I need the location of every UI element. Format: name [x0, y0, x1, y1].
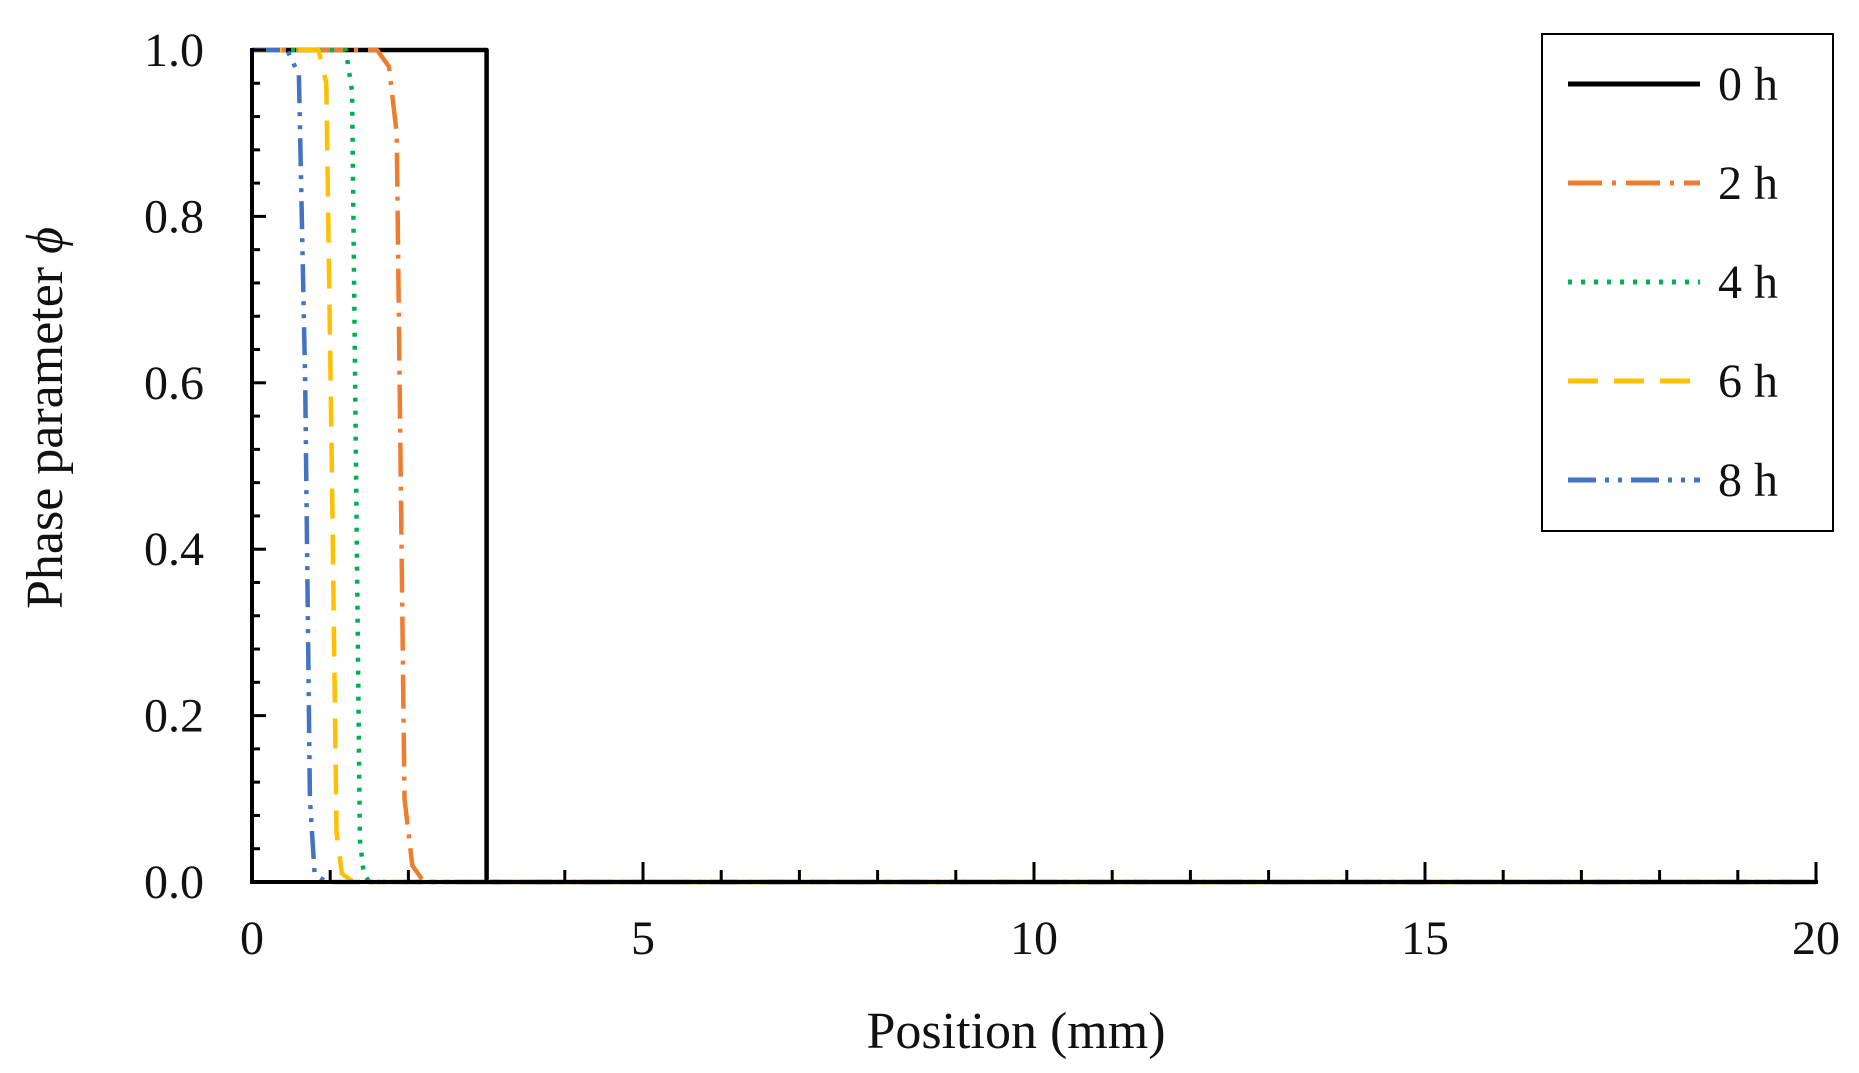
- series-line-4: [252, 47, 1816, 885]
- tick-labels: 0.0 0.2 0.4 0.6 0.8 1.0 0 5 10 15 20: [144, 24, 1840, 965]
- legend-label: 0 h: [1718, 58, 1778, 111]
- y-tick-label: 0.2: [144, 690, 204, 743]
- y-tick-label: 0.4: [144, 523, 204, 576]
- series-line-1: [252, 47, 1816, 885]
- legend-label: 2 h: [1718, 157, 1778, 210]
- x-axis-title: Position (mm): [866, 1003, 1165, 1060]
- y-tick-label: 1.0: [144, 24, 204, 77]
- y-axis-title-text: Phase parameter: [17, 254, 74, 609]
- x-tick-label: 20: [1792, 912, 1840, 965]
- legend: 0 h 2 h 4 h 6 h 8 h: [1541, 33, 1834, 532]
- x-tick-label: 10: [1010, 912, 1058, 965]
- x-tick-label: 15: [1401, 912, 1449, 965]
- y-tick-label: 0.0: [144, 856, 204, 909]
- y-axis-title-symbol: ϕ: [17, 227, 74, 254]
- legend-label: 8 h: [1718, 454, 1778, 507]
- y-tick-label: 0.8: [144, 190, 204, 243]
- legend-label: 4 h: [1718, 256, 1778, 309]
- legend-label: 6 h: [1718, 355, 1778, 408]
- x-tick-label: 0: [240, 912, 264, 965]
- x-tick-label: 5: [631, 912, 655, 965]
- axes-layer: [250, 48, 1818, 884]
- y-tick-label: 0.6: [144, 357, 204, 410]
- y-axis-title: Phase parameter ϕ: [17, 227, 74, 609]
